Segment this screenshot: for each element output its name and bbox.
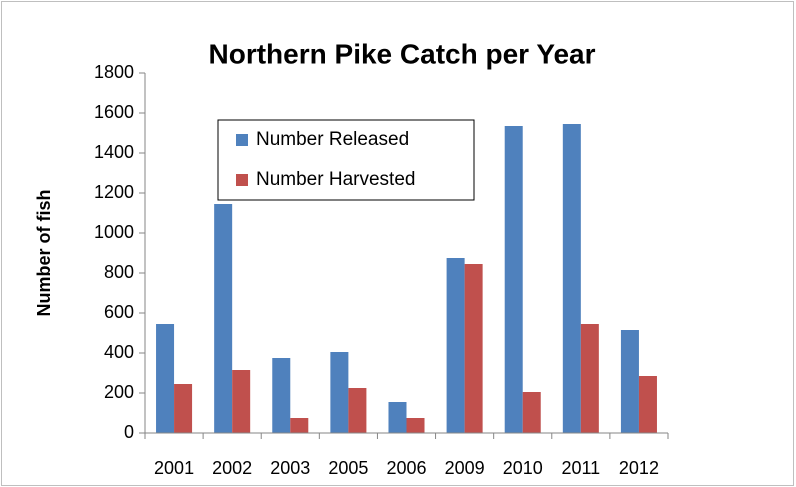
x-tick-label: 2010 (503, 458, 543, 478)
bar (174, 384, 193, 433)
legend-box (217, 119, 475, 201)
bar (446, 258, 465, 433)
x-tick-label: 2012 (619, 458, 659, 478)
bar (504, 126, 523, 433)
y-tick-label: 600 (104, 302, 134, 322)
y-tick-label: 200 (104, 382, 134, 402)
y-tick-label: 800 (104, 262, 134, 282)
x-tick-label: 2005 (328, 458, 368, 478)
x-tick-label: 2002 (212, 458, 252, 478)
bar (290, 418, 309, 433)
legend-swatch (236, 174, 248, 186)
bar (522, 392, 541, 433)
bar (580, 324, 599, 433)
bar (388, 402, 407, 433)
bar (464, 264, 483, 433)
y-tick-label: 400 (104, 342, 134, 362)
x-tick-label: 2003 (270, 458, 310, 478)
x-tick-label: 2001 (154, 458, 194, 478)
y-tick-label: 0 (124, 422, 134, 442)
legend-label: Number Harvested (256, 169, 415, 190)
bar (638, 376, 657, 433)
y-tick-label: 1600 (94, 102, 134, 122)
bar (156, 324, 175, 433)
bar (406, 418, 425, 433)
y-axis-label: Number of fish (34, 189, 54, 316)
x-tick-label: 2006 (386, 458, 426, 478)
y-tick-label: 1800 (94, 62, 134, 82)
bar (232, 370, 251, 433)
bar (330, 352, 349, 433)
legend-label: Number Released (256, 129, 409, 150)
y-tick-label: 1200 (94, 182, 134, 202)
bar (348, 388, 367, 433)
bar (272, 358, 291, 433)
legend-swatch (236, 134, 248, 146)
x-tick-label: 2011 (561, 458, 600, 478)
x-tick-label: 2009 (445, 458, 485, 478)
bar (562, 124, 581, 433)
y-tick-label: 1400 (94, 142, 134, 162)
y-tick-label: 1000 (94, 222, 134, 242)
bar (214, 204, 233, 433)
chart-title: Northern Pike Catch per Year (209, 38, 596, 69)
bar (620, 330, 639, 433)
